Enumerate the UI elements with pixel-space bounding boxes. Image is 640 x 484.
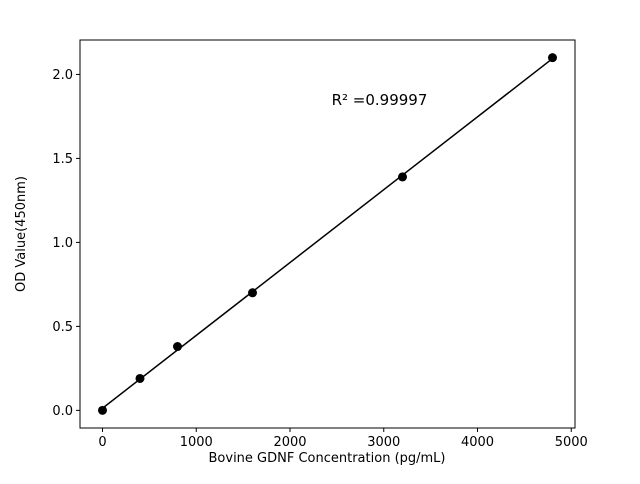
x-tick-label: 5000 <box>555 435 588 450</box>
data-point <box>398 172 407 182</box>
plot-area: 0 1000 2000 3000 4000 5000 0.0 0.5 1.0 1.5 2.0 <box>52 39 588 450</box>
data-point <box>173 342 182 352</box>
data-point <box>548 53 557 63</box>
y-tick-label: 2.0 <box>52 68 73 83</box>
data-point <box>98 405 107 415</box>
y-tick-label: 1.5 <box>52 152 73 167</box>
y-tick-label: 0.0 <box>52 404 73 419</box>
data-point <box>135 373 145 383</box>
x-axis-label: Bovine GDNF Concentration (pg/mL) <box>209 451 446 466</box>
x-tick-label: 2000 <box>273 435 306 450</box>
data-point <box>248 288 257 298</box>
y-axis-label: OD Value(450nm) <box>14 176 29 292</box>
x-tick-label: 4000 <box>461 435 494 450</box>
y-tick-label: 1.0 <box>52 236 73 251</box>
r-squared-annotation: R² =0.99997 <box>332 91 428 109</box>
fit-line <box>102 57 553 409</box>
x-tick-label: 0 <box>98 435 106 450</box>
x-tick-label: 1000 <box>180 435 213 450</box>
x-tick-label: 3000 <box>367 435 400 450</box>
axes-frame <box>79 39 576 429</box>
y-tick-label: 0.5 <box>52 320 73 335</box>
